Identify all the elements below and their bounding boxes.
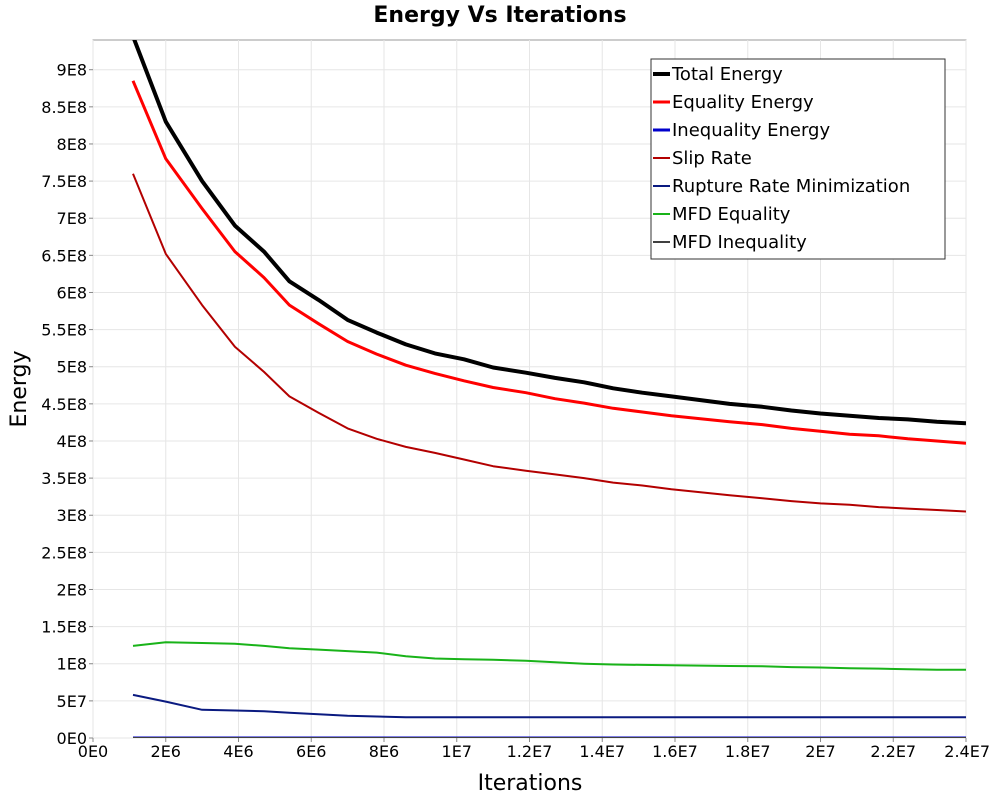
y-tick-label: 6.5E8: [41, 246, 87, 265]
y-tick-label: 5E8: [57, 358, 87, 377]
y-tick-label: 0E0: [57, 729, 87, 748]
x-tick-label: 1.8E7: [725, 742, 771, 761]
y-tick-label: 5E7: [57, 692, 87, 711]
series-lines: [131, 40, 966, 738]
legend-label: MFD Equality: [672, 204, 791, 225]
y-tick-label: 9E8: [57, 61, 87, 80]
legend-label: Slip Rate: [672, 148, 752, 169]
x-tick-label: 2E6: [151, 742, 181, 761]
x-tick-label: 1E7: [442, 742, 472, 761]
y-tick-label: 1.5E8: [41, 618, 87, 637]
x-axis-ticks: 0E0 2E6 4E6 6E6 8E6 1E7 1.2E7 1.4E7 1.6E7 1.8E7 2E…: [78, 738, 990, 761]
x-tick-label: 4E6: [223, 742, 253, 761]
x-tick-label: 2.2E7: [870, 742, 916, 761]
x-tick-label: 1.4E7: [579, 742, 625, 761]
y-tick-label: 2E8: [57, 580, 87, 599]
y-tick-label: 7.5E8: [41, 172, 87, 191]
y-tick-label: 8.5E8: [41, 98, 87, 117]
y-tick-label: 4.5E8: [41, 395, 87, 414]
y-tick-label: 6E8: [57, 283, 87, 302]
legend-label: Total Energy: [671, 64, 783, 85]
chart-title: Energy Vs Iterations: [373, 3, 626, 28]
series-line-total-energy: [132, 40, 966, 426]
y-tick-label: 3.5E8: [41, 469, 87, 488]
legend-label: MFD Inequality: [672, 232, 807, 253]
series-line-mfd-equality: [132, 641, 966, 671]
legend-label: Equality Energy: [672, 92, 814, 113]
legend: Total Energy Equality Energy Inequality En…: [650, 58, 946, 260]
x-tick-label: 2E7: [805, 742, 835, 761]
y-tick-label: 4E8: [57, 432, 87, 451]
legend-label: Rupture Rate Minimization: [672, 176, 910, 197]
legend-label: Inequality Energy: [672, 120, 830, 141]
legend-box: [650, 58, 946, 260]
x-tick-label: 1.2E7: [507, 742, 553, 761]
y-axis-ticks: 0E0 5E7 1E8 1.5E8 2E8 2.5E8 3E8 3.5E8 4E8 4.5E8 5E…: [41, 61, 93, 748]
x-tick-label: 1.6E7: [652, 742, 698, 761]
y-tick-label: 2.5E8: [41, 543, 87, 562]
series-line-equality-energy: [131, 80, 966, 445]
x-tick-label: 2.4E7: [944, 742, 990, 761]
y-tick-label: 7E8: [57, 209, 87, 228]
y-axis-label: Energy: [7, 350, 32, 427]
x-tick-label: 8E6: [369, 742, 399, 761]
y-tick-label: 1E8: [57, 655, 87, 674]
series-line-slip-rate: [132, 173, 966, 513]
x-tick-label: 6E6: [296, 742, 326, 761]
x-tick-label: 0E0: [78, 742, 108, 761]
y-tick-label: 3E8: [57, 506, 87, 525]
series-line-rupture-rate-minimization: [132, 693, 966, 719]
y-tick-label: 5.5E8: [41, 321, 87, 340]
x-axis-label: Iterations: [478, 771, 583, 796]
y-tick-label: 8E8: [57, 135, 87, 154]
